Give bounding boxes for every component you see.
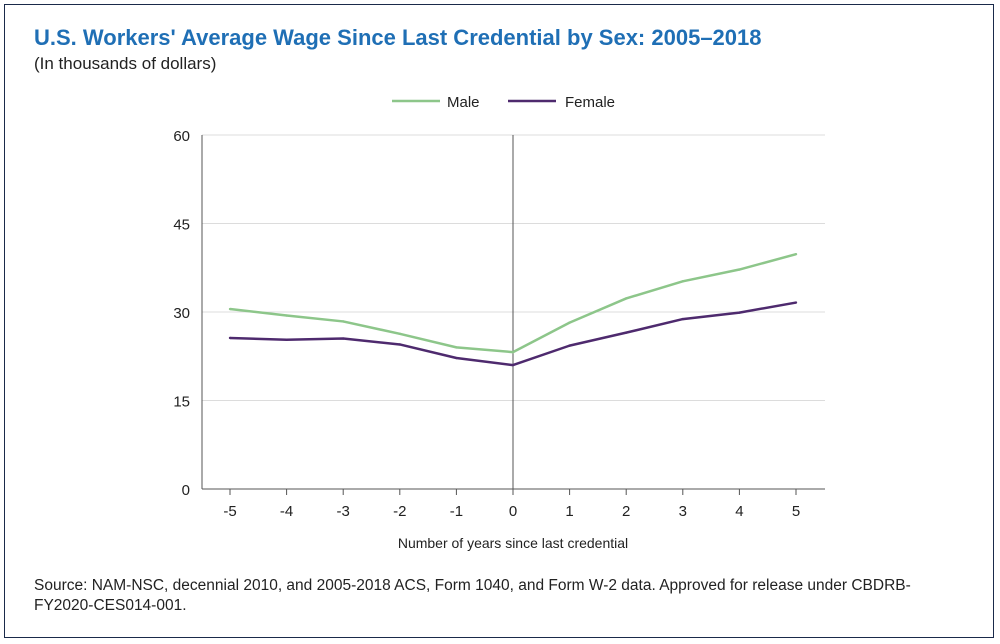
- data-point-male-5: [794, 252, 798, 256]
- data-point-female-5: [794, 301, 798, 304]
- x-axis-title: Number of years since last credential: [398, 535, 628, 551]
- x-tick-label-5: 5: [792, 503, 800, 520]
- axes: [201, 135, 825, 495]
- data-point-female-2: [625, 331, 628, 334]
- data-point-male--1: [455, 346, 458, 349]
- chart-frame: [4, 4, 994, 638]
- y-tick-label-60: 60: [173, 128, 190, 145]
- x-tick-labels: -5 -4 -3 -2 -1 0 1 2 3 4 5: [223, 503, 800, 520]
- y-tick-label-15: 15: [173, 394, 190, 411]
- x-tick-label--4: -4: [280, 503, 293, 520]
- data-point-male--2: [398, 332, 401, 336]
- data-point-male-3: [681, 280, 684, 283]
- data-point-male-1: [568, 321, 571, 324]
- data-point-female--4: [285, 338, 288, 341]
- y-tick-labels: 0 15 30 45 60: [173, 128, 190, 499]
- data-point-female--5: [228, 336, 232, 340]
- data-point-male--4: [285, 314, 288, 317]
- source-note: Source: NAM-NSC, decennial 2010, and 200…: [34, 577, 911, 614]
- y-tick-label-0: 0: [182, 482, 190, 499]
- x-tick-label-4: 4: [735, 503, 743, 520]
- legend: Male Female: [392, 94, 615, 111]
- data-point-female-4: [738, 311, 741, 314]
- x-tick-label-0: 0: [509, 503, 517, 520]
- x-tick-label--1: -1: [450, 503, 463, 520]
- chart-title: U.S. Workers' Average Wage Since Last Cr…: [34, 25, 762, 50]
- x-tick-label--5: -5: [223, 503, 236, 520]
- x-tick-label--2: -2: [393, 503, 406, 520]
- data-point-female-0: [511, 363, 515, 367]
- y-tick-label-45: 45: [173, 217, 190, 234]
- series-lines: [228, 252, 798, 367]
- x-tick-label-1: 1: [565, 503, 573, 520]
- data-point-female-1: [568, 344, 571, 347]
- chart-subtitle: (In thousands of dollars): [34, 54, 217, 73]
- data-point-female--2: [398, 343, 401, 346]
- x-tick-label--3: -3: [337, 503, 350, 520]
- data-point-male-2: [625, 297, 628, 300]
- data-point-male-0: [511, 350, 515, 354]
- data-point-male--3: [342, 320, 345, 323]
- x-tick-label-3: 3: [679, 503, 687, 520]
- legend-label-female: Female: [565, 94, 615, 111]
- data-point-female--3: [342, 337, 345, 340]
- data-point-male--5: [228, 307, 232, 311]
- data-point-female-3: [681, 317, 684, 321]
- data-point-male-4: [738, 268, 741, 271]
- x-tick-label-2: 2: [622, 503, 630, 520]
- legend-label-male: Male: [447, 94, 480, 111]
- data-point-female--1: [455, 356, 458, 360]
- y-tick-label-30: 30: [173, 305, 190, 322]
